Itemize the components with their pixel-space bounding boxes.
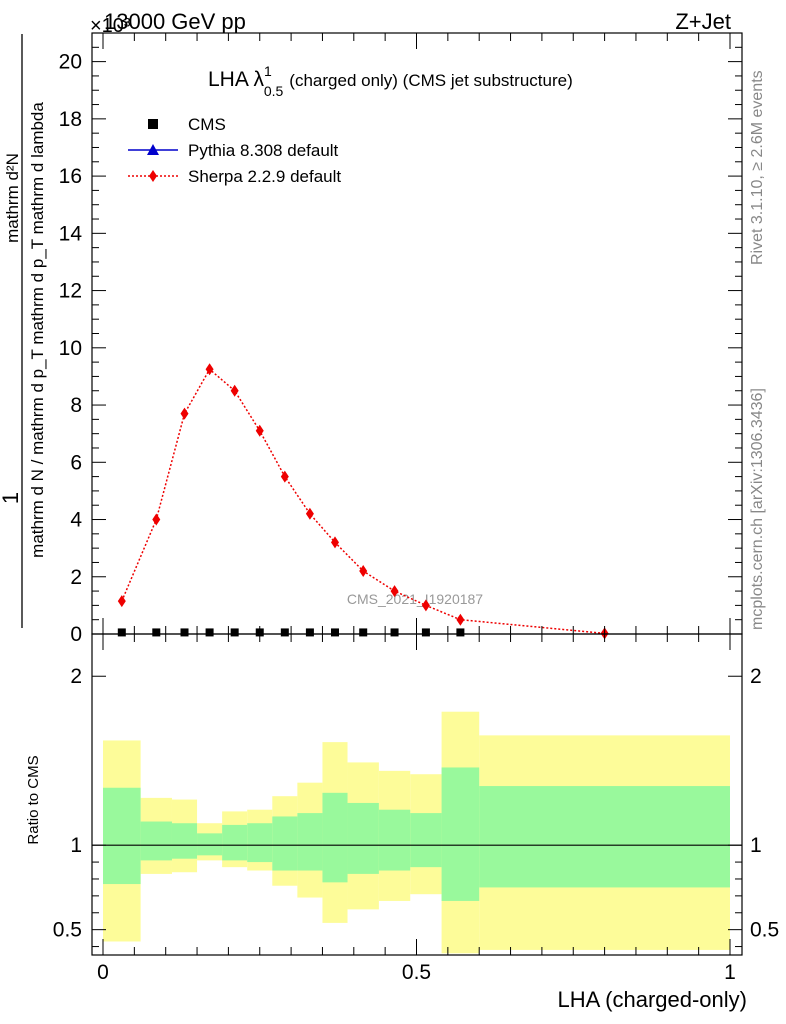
- green-band-7: [297, 813, 323, 871]
- ratio-bands: [92, 711, 742, 954]
- legend: CMS Pythia 8.308 default Sherpa 2.2.9 defa…: [128, 115, 341, 186]
- green-band-11: [410, 813, 442, 868]
- sherpa-point: [280, 470, 289, 483]
- upper-ylabel: 1 mathrm d N / mathrm d p_T mathrm d p_T…: [0, 34, 47, 628]
- upper-ytick-label: 4: [70, 509, 82, 532]
- sherpa-point: [230, 384, 239, 397]
- green-band-13: [479, 786, 730, 888]
- legend-sherpa-marker: [149, 170, 157, 182]
- legend-label: CMS: [188, 115, 226, 134]
- analysis-watermark: CMS_2021_I1920187: [347, 591, 483, 607]
- ratio-ylabel: Ratio to CMS: [25, 755, 42, 844]
- title-rest: (charged only) (CMS jet substructure): [289, 71, 572, 90]
- legend-label: Pythia 8.308 default: [188, 141, 339, 160]
- green-band-1: [140, 821, 172, 861]
- upper-ytick-label: 10: [59, 337, 82, 360]
- ylabel-numerator: 1: [0, 492, 23, 504]
- upper-ytick-label: 14: [59, 222, 83, 245]
- lower-ytick-label-right: 0.5: [750, 919, 779, 942]
- lower-ytick-label: 1: [70, 834, 82, 857]
- upper-ytick-label: 18: [59, 108, 82, 131]
- legend-pythia-marker: [147, 144, 159, 155]
- sherpa-line: [121, 368, 605, 635]
- green-band-12: [441, 767, 480, 901]
- title-sup: 1: [264, 63, 272, 79]
- upper-ytick-label: 6: [70, 451, 82, 474]
- process-label: 13000 GeV pp: [104, 9, 246, 34]
- upper-ytick-label: 0: [70, 623, 82, 646]
- upper-ytick-label: 12: [59, 280, 82, 303]
- green-band-10: [378, 809, 411, 871]
- cms-point: [117, 628, 126, 637]
- sherpa-point: [390, 585, 399, 598]
- sherpa-point: [330, 536, 339, 549]
- ylabel-top: mathrm d²N: [3, 153, 22, 243]
- legend-label: Sherpa 2.2.9 default: [188, 167, 341, 186]
- sherpa-point: [305, 507, 314, 520]
- exponent-label: ×10³: [90, 15, 131, 37]
- sherpa-point: [456, 613, 465, 626]
- cms-point: [230, 628, 239, 637]
- cms-point: [180, 628, 189, 637]
- title-sub: 0.5: [264, 83, 284, 99]
- sherpa-point: [117, 595, 126, 608]
- rivet-note: Rivet 3.1.10, ≥ 2.6M events: [749, 70, 766, 265]
- xtick-label: 1: [724, 961, 736, 984]
- sherpa-point: [255, 424, 264, 437]
- green-band-3: [197, 833, 223, 856]
- legend-cms-marker: [148, 119, 158, 129]
- xtick-label: 0.5: [402, 961, 431, 984]
- mcplots-note: mcplots.cern.ch [arXiv:1306.3436]: [749, 388, 766, 630]
- green-band-2: [171, 823, 198, 859]
- green-band-5: [247, 823, 273, 863]
- sherpa-point: [152, 513, 161, 526]
- green-band-8: [322, 792, 348, 883]
- ylabel-denominator: mathrm d N / mathrm d p_T mathrm d p_T m…: [28, 102, 47, 558]
- sherpa-point: [180, 407, 189, 420]
- cms-point: [390, 628, 399, 637]
- upper-ytick-label: 2: [70, 566, 82, 589]
- sherpa-point: [205, 363, 214, 376]
- sherpa-point: [421, 599, 430, 612]
- cms-point: [152, 628, 161, 637]
- final-state-label: Z+Jet: [675, 9, 731, 34]
- cms-point: [305, 628, 314, 637]
- cms-point: [280, 628, 289, 637]
- lower-ytick-label: 0.5: [53, 919, 82, 942]
- green-band-4: [222, 824, 248, 861]
- green-band-6: [272, 816, 298, 871]
- upper-ytick-label: 8: [70, 394, 82, 417]
- green-band-9: [347, 802, 379, 874]
- upper-ytick-label: 20: [59, 51, 82, 74]
- cms-point: [456, 628, 465, 637]
- lower-ytick-label: 2: [70, 665, 82, 688]
- lower-ytick-label-right: 1: [750, 834, 762, 857]
- xtick-label: 0: [97, 961, 109, 984]
- upper-ytick-label: 16: [59, 165, 82, 188]
- cms-point: [330, 628, 339, 637]
- xaxis-label: LHA (charged-only): [557, 987, 747, 1012]
- cms-point: [205, 628, 214, 637]
- plot-title: LHA λ1 0.5 (charged only) (CMS jet substru…: [208, 63, 573, 99]
- lower-ytick-label-right: 2: [750, 665, 762, 688]
- green-band-0: [103, 787, 141, 885]
- sherpa-point: [359, 565, 368, 578]
- cms-point: [359, 628, 368, 637]
- cms-point: [421, 628, 430, 637]
- title-main: LHA λ: [208, 68, 265, 91]
